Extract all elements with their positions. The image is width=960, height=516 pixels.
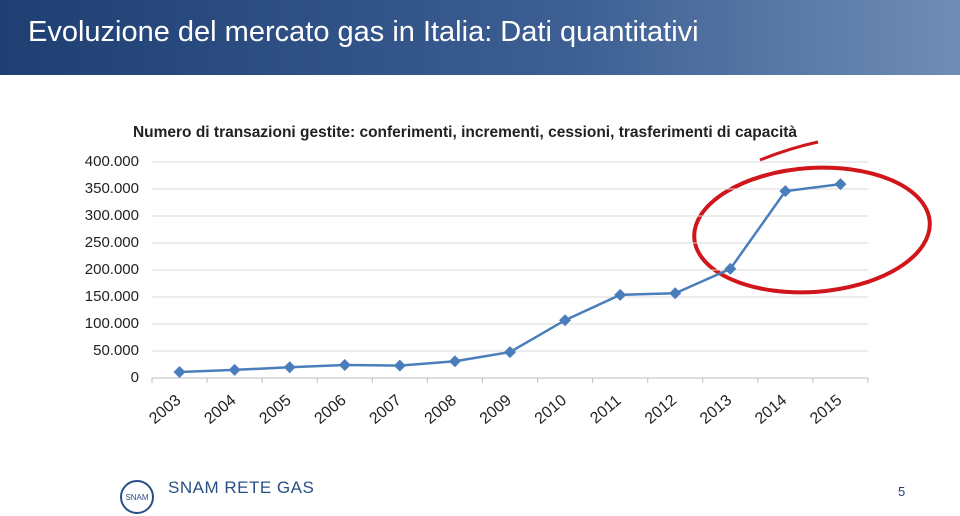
marker <box>669 287 682 300</box>
x-tick-label: 2010 <box>532 392 570 428</box>
x-tick-label: 2012 <box>642 392 680 428</box>
x-tick-label: 2008 <box>422 392 460 428</box>
marker <box>173 366 186 379</box>
marker <box>779 185 792 198</box>
y-tick-label: 100.000 <box>85 315 139 332</box>
x-tick-label: 2013 <box>697 392 735 428</box>
y-tick-label: 250.000 <box>85 234 139 251</box>
chart-title: Numero di transazioni gestite: conferime… <box>132 124 798 141</box>
marker <box>559 314 572 327</box>
marker <box>448 355 461 368</box>
y-tick-label: 200.000 <box>85 261 139 278</box>
y-tick-label: 400.000 <box>85 153 139 170</box>
highlight-circle <box>692 165 932 295</box>
y-tick-label: 300.000 <box>85 207 139 224</box>
y-tick-label: 0 <box>131 369 139 386</box>
x-tick-label: 2011 <box>587 392 624 427</box>
header-bar: Evoluzione del mercato gas in Italia: Da… <box>0 0 960 75</box>
y-tick-label: 150.000 <box>85 288 139 305</box>
y-tick-label: 350.000 <box>85 180 139 197</box>
page-number: 5 <box>898 484 906 499</box>
x-tick-label: 2014 <box>752 392 790 428</box>
y-tick-label: 50.000 <box>93 342 139 359</box>
x-tick-label: 2015 <box>807 392 845 428</box>
marker <box>393 359 406 372</box>
x-tick-label: 2003 <box>146 392 184 428</box>
marker <box>283 361 296 374</box>
marker <box>834 178 847 191</box>
brand: SNAM RETE GAS <box>168 478 315 497</box>
slide-title: Evoluzione del mercato gas in Italia: Da… <box>28 16 699 48</box>
x-tick-label: 2005 <box>256 392 294 428</box>
marker <box>228 363 241 376</box>
x-tick-label: 2004 <box>201 392 239 428</box>
marker <box>504 346 516 359</box>
logo-mark: SNAM <box>125 493 148 502</box>
logo <box>120 480 154 514</box>
x-tick-label: 2007 <box>367 392 405 428</box>
marker <box>614 288 627 301</box>
highlight-stroke <box>759 140 819 162</box>
x-tick-label: 2006 <box>311 392 349 428</box>
marker <box>724 262 737 275</box>
x-tick-label: 2009 <box>477 392 515 428</box>
line <box>179 182 841 374</box>
marker <box>338 359 351 372</box>
